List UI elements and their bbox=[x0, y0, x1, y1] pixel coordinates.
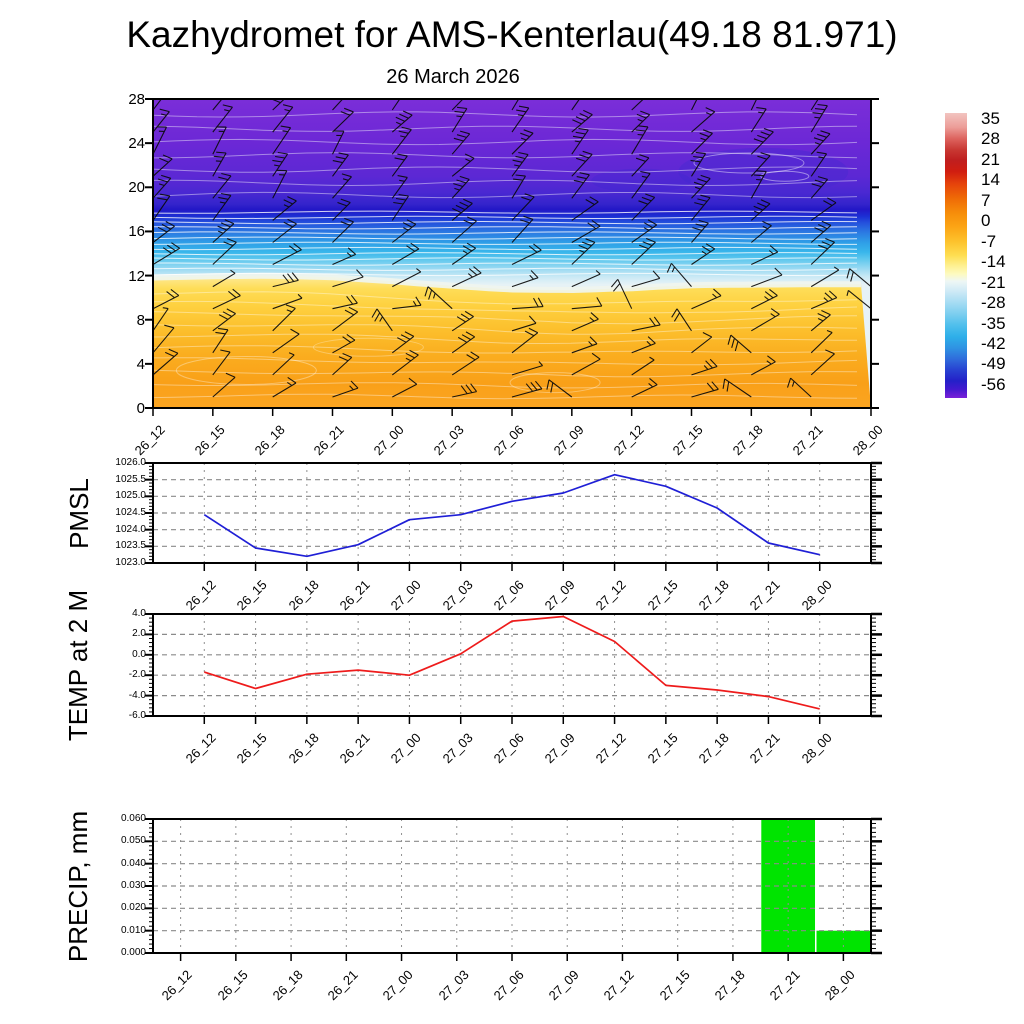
precip-axis-title-text: PRECIP, mm bbox=[63, 810, 94, 962]
temp-2m-ytick-label: 2.0 bbox=[132, 628, 146, 640]
cross-ytick-label: 24 bbox=[128, 135, 145, 153]
pmsl-ytick-label: 1023.0 bbox=[115, 557, 146, 568]
temp-2m-ytick-label: 4.0 bbox=[132, 608, 146, 619]
wind-barbs bbox=[153, 99, 871, 398]
colorbar-tick-label: -56 bbox=[981, 374, 1006, 394]
cross-ytick-label: 28 bbox=[128, 91, 145, 108]
panel-temp-2m bbox=[145, 612, 882, 724]
cross-section-plot bbox=[153, 99, 871, 408]
pmsl-ytick-label: 1025.0 bbox=[115, 490, 146, 502]
precip-ytick-label: 0.050 bbox=[120, 835, 146, 847]
cross-ytick-label: 12 bbox=[128, 267, 145, 285]
precip-ytick-label: 0.020 bbox=[120, 902, 146, 914]
colorbar-tick-label: -42 bbox=[981, 333, 1006, 353]
colorbar-tick-label: -7 bbox=[981, 231, 997, 251]
colorbar-tick-label: -35 bbox=[981, 313, 1006, 333]
colorbar-tick-label: 0 bbox=[981, 211, 991, 231]
panel-pmsl bbox=[145, 461, 882, 571]
precip-ytick-label: 0.060 bbox=[120, 813, 146, 824]
precip-bar bbox=[816, 930, 871, 953]
pmsl-ytick-label: 1024.5 bbox=[115, 507, 146, 518]
pmsl-ytick-label: 1026.0 bbox=[115, 457, 146, 468]
precip-ytick-label: 0.000 bbox=[120, 947, 146, 958]
date-subtitle: 26 March 2026 bbox=[386, 66, 520, 88]
pmsl-ytick-label: 1025.5 bbox=[115, 473, 146, 485]
temp-2m-ytick-label: -4.0 bbox=[128, 689, 146, 701]
precip-ytick-label: 0.030 bbox=[120, 880, 146, 891]
colorbar-tick-label: 28 bbox=[981, 129, 1000, 149]
temperature-colorbar bbox=[945, 113, 967, 398]
temp-2m-ytick-label: -6.0 bbox=[128, 710, 146, 721]
colorbar-tick-label: -28 bbox=[981, 293, 1006, 313]
cross-ytick-label: 16 bbox=[128, 223, 145, 241]
precip-ytick-label: 0.010 bbox=[120, 924, 146, 936]
temp-2m-ytick-label: -2.0 bbox=[128, 669, 146, 681]
colorbar-tick-label: 35 bbox=[981, 109, 1000, 128]
precip-axis-title: PRECIP, mm bbox=[58, 810, 100, 961]
page-title: Kazhydromet for AMS-Kenterlau(49.18 81.9… bbox=[126, 14, 898, 55]
pmsl-ytick-label: 1023.5 bbox=[115, 540, 146, 552]
precip-ytick-label: 0.040 bbox=[120, 857, 146, 869]
panel-precip bbox=[145, 817, 882, 961]
colorbar-tick-label: 7 bbox=[981, 190, 991, 210]
cross-ytick-label: 0 bbox=[136, 400, 145, 417]
pmsl-ytick-label: 1024.0 bbox=[115, 523, 146, 535]
temp-2m-axis-title-text: TEMP at 2 M bbox=[63, 589, 94, 741]
colorbar-tick-label: 21 bbox=[981, 149, 1000, 169]
pmsl-axis-title-text: PMSL bbox=[63, 477, 94, 549]
temp-2m-series-line bbox=[204, 615, 820, 710]
temp-2m-ytick-label: 0.0 bbox=[132, 648, 146, 660]
temp-2m-axis-title: TEMP at 2 M bbox=[58, 589, 100, 740]
colorbar-tick-label: -21 bbox=[981, 272, 1006, 292]
colorbar-tick-label: -49 bbox=[981, 354, 1006, 374]
pmsl-axis-title: PMSL bbox=[58, 463, 100, 563]
cross-ytick-label: 20 bbox=[128, 179, 145, 197]
colorbar-tick-label: -14 bbox=[981, 252, 1006, 272]
pmsl-series-line bbox=[203, 473, 820, 558]
cross-ytick-label: 8 bbox=[136, 311, 145, 329]
cross-ytick-label: 4 bbox=[136, 355, 145, 373]
colorbar-tick-label: 14 bbox=[981, 170, 1000, 190]
